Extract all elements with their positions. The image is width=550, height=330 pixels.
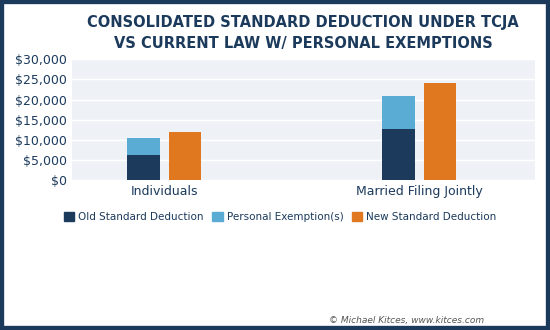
- Text: © Michael Kitces, www.kitces.com: © Michael Kitces, www.kitces.com: [329, 316, 484, 325]
- Bar: [169, 132, 201, 181]
- Bar: [128, 138, 160, 155]
- Bar: [382, 129, 415, 181]
- Bar: [382, 96, 415, 129]
- Title: CONSOLIDATED STANDARD DEDUCTION UNDER TCJA
VS CURRENT LAW W/ PERSONAL EXEMPTIONS: CONSOLIDATED STANDARD DEDUCTION UNDER TC…: [87, 15, 519, 51]
- Legend: Old Standard Deduction, Personal Exemption(s), New Standard Deduction: Old Standard Deduction, Personal Exempti…: [59, 208, 501, 226]
- Bar: [424, 83, 456, 181]
- Bar: [128, 155, 160, 181]
